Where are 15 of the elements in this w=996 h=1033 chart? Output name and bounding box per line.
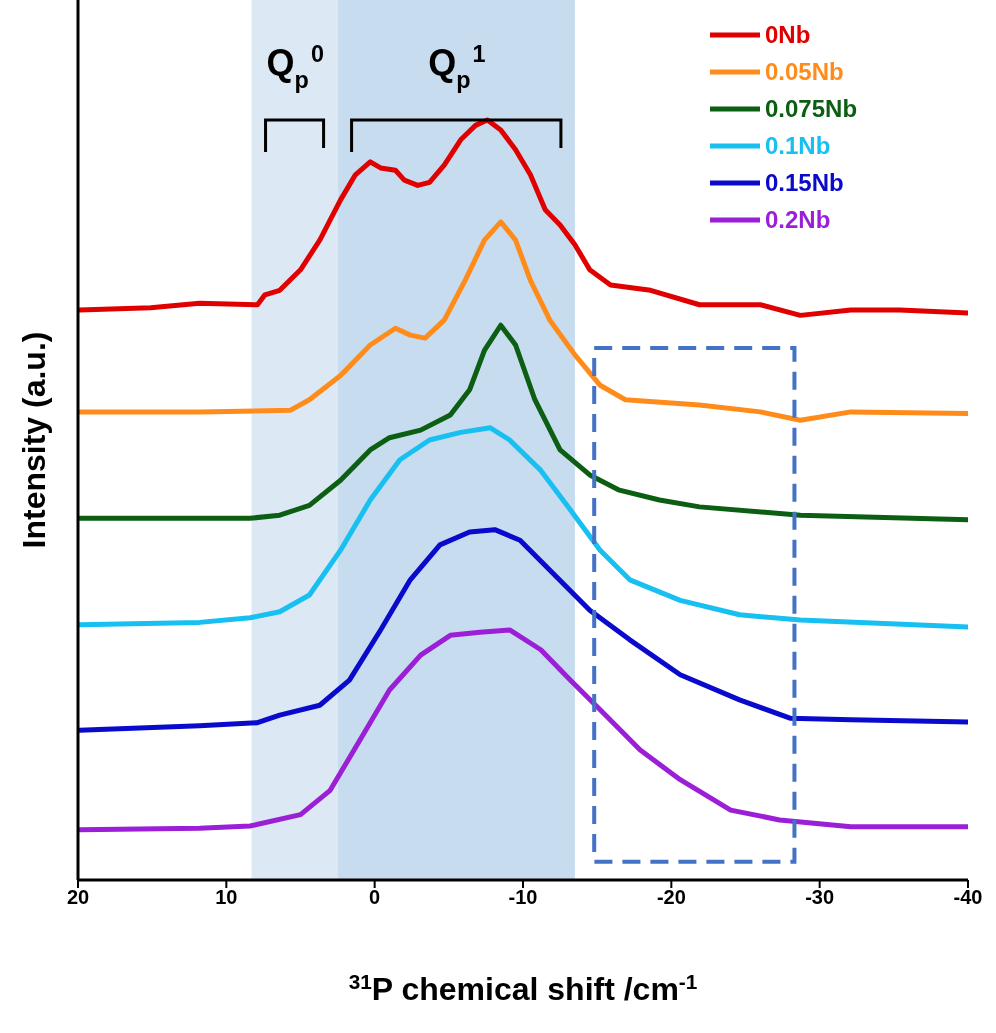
x-tick-label: 0 — [369, 886, 381, 909]
legend-label: 0.075Nb — [765, 95, 858, 122]
legend-label: 0.1Nb — [765, 132, 831, 159]
legend-label: 0Nb — [765, 21, 811, 48]
x-tick-label: -10 — [508, 886, 538, 909]
x-tick-label: 10 — [215, 886, 238, 909]
x-tick-label: 20 — [66, 886, 90, 909]
x-tick-label: -40 — [953, 886, 983, 909]
legend-label: 0.15Nb — [765, 169, 844, 196]
y-axis-title: Intensity (a.u.) — [16, 331, 52, 549]
x-tick-label: -20 — [656, 886, 686, 909]
legend-label: 0.2Nb — [765, 206, 831, 233]
x-axis-title: $^{31}$P chemical shift /cm$^{-1}$ — [348, 969, 698, 1007]
x-tick-label: -30 — [805, 886, 835, 909]
legend-label: 0.05Nb — [765, 58, 844, 85]
